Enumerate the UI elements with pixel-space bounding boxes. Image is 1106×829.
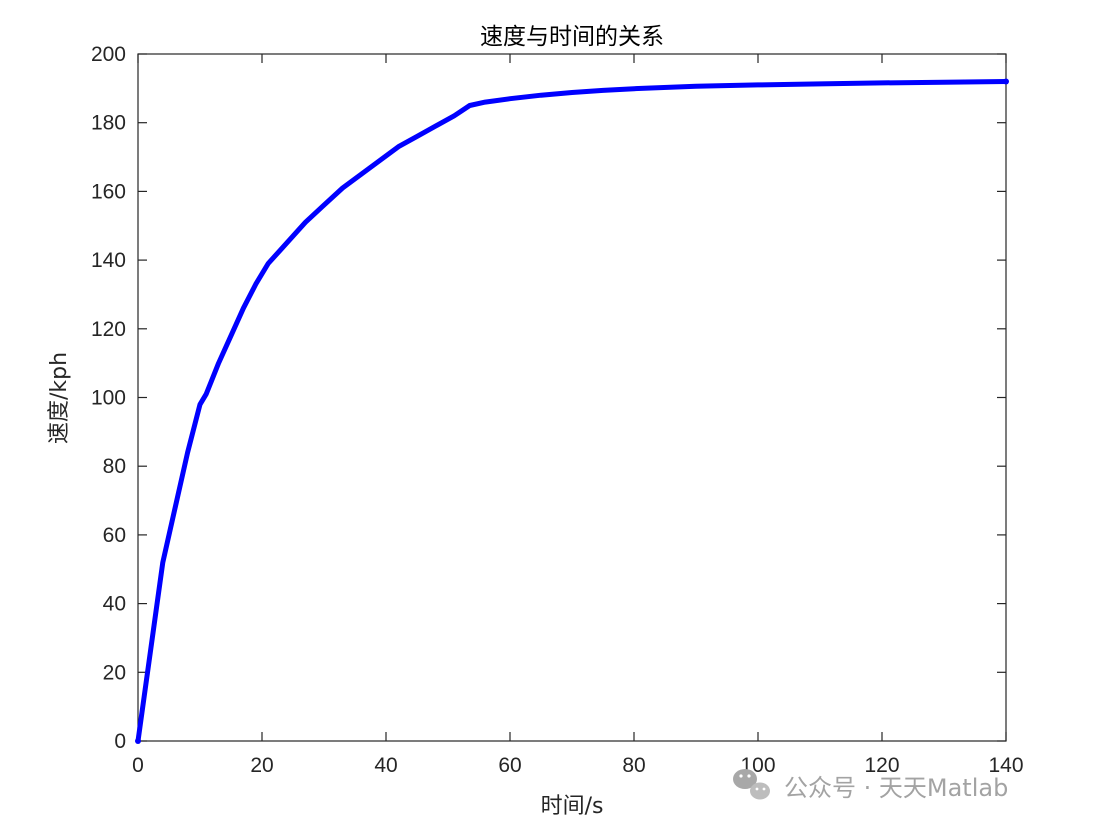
y-tick-label-20: 20 — [103, 661, 126, 684]
series-start-point — [135, 738, 141, 744]
y-tick-label-80: 80 — [103, 455, 126, 478]
x-tick-label-140: 140 — [988, 754, 1023, 777]
watermark-text: 公众号 · 天天Matlab — [784, 774, 1008, 802]
x-tick-label-20: 20 — [250, 754, 273, 777]
y-tick-label-0: 0 — [114, 730, 126, 753]
chart-title: 速度与时间的关系 — [480, 24, 664, 50]
series-end-point — [1003, 78, 1009, 85]
y-tick-label-60: 60 — [103, 524, 126, 547]
x-tick-label-120: 120 — [864, 754, 899, 777]
y-axis: 0 20 40 60 80 100 120 140 160 180 200 — [91, 43, 1006, 753]
watermark: 公众号 · 天天Matlab — [733, 769, 1008, 802]
y-tick-label-120: 120 — [91, 318, 126, 341]
y-tick-label-100: 100 — [91, 387, 126, 410]
plot-area — [137, 53, 1007, 742]
x-tick-label-80: 80 — [622, 754, 645, 777]
y-tick-label-160: 160 — [91, 180, 126, 203]
x-tick-label-40: 40 — [374, 754, 397, 777]
y-tick-label-140: 140 — [91, 249, 126, 272]
series-line — [135, 79, 1009, 744]
y-tick-label-40: 40 — [103, 593, 126, 616]
x-tick-label-60: 60 — [498, 754, 521, 777]
y-axis-title: 速度/kph — [47, 352, 72, 444]
y-tick-label-180: 180 — [91, 112, 126, 135]
x-tick-label-0: 0 — [132, 754, 144, 777]
y-tick-label-200: 200 — [91, 43, 126, 66]
wechat-icon — [733, 769, 770, 800]
x-axis-title: 时间/s — [541, 794, 604, 819]
